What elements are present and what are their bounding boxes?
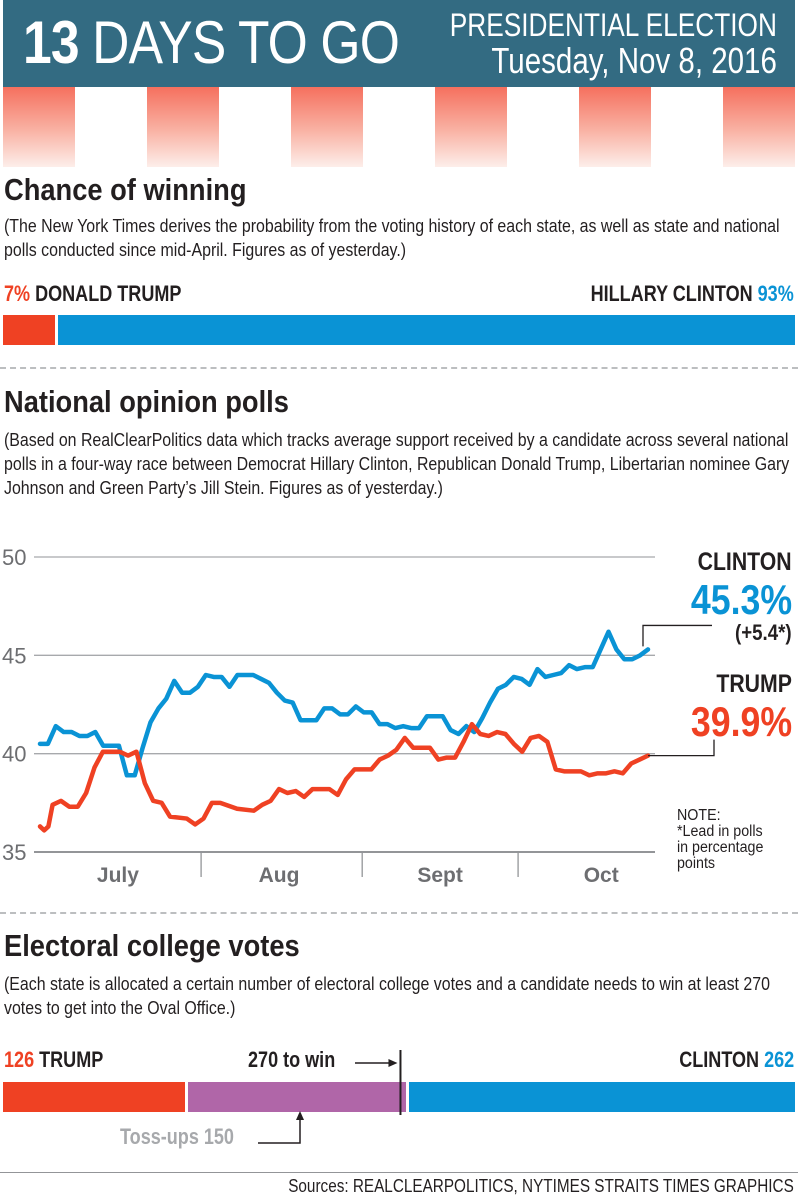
flag-stripes [3,87,795,167]
trump-chance-name: DONALD TRUMP [35,281,182,306]
to-win-label: 270 to win [248,1047,336,1072]
stripe-red [723,87,795,167]
note-line: *Lead in polls [677,823,763,840]
stripe-white [75,87,147,167]
x-month-label: Oct [584,864,619,887]
electoral-title: Electoral college votes [4,928,300,963]
days-text: DAYS TO GO [92,9,400,76]
trump-votes-label: 126 TRUMP [4,1047,103,1073]
clinton-chance-label: HILLARY CLINTON 93% [591,281,794,307]
polls-title: National opinion polls [4,384,289,419]
electoral-description: (Each state is allocated a certain numbe… [4,973,770,1018]
chance-description: (The New York Times derives the probabil… [4,215,780,260]
trump-leader-line [648,739,715,757]
x-month-label: Aug [259,864,300,887]
tossup-label: Toss-ups 150 [120,1124,234,1149]
clinton-votes-bar [409,1082,795,1112]
tossup-arrow-line [258,1118,301,1144]
clinton-end-value: 45.3% [690,576,792,623]
stripe-red [147,87,219,167]
days-to-go: 13 DAYS TO GO [23,8,400,77]
note-line: points [677,855,716,872]
x-month-label: Sept [417,864,463,887]
section-divider [0,367,798,369]
tossup-votes-bar [188,1082,407,1112]
clinton-chance-pct: 93% [757,281,794,306]
clinton-votes: 262 [763,1047,794,1072]
y-tick-label: 45 [2,643,26,668]
stripe-white [219,87,291,167]
stripe-white [507,87,579,167]
tossup-arrowhead [296,1111,304,1120]
sources-credit: Sources: REALCLEARPOLITICS, NYTIMES STRA… [288,1176,794,1196]
countdown-banner: 13 DAYS TO GO PRESIDENTIAL ELECTION Tues… [3,0,795,87]
trump-end-value: 39.9% [690,698,792,745]
clinton-lead: (+5.4*) [735,620,792,645]
clinton-end-label: CLINTON [697,548,792,576]
clinton-votes-label: CLINTON 262 [679,1047,794,1073]
trump-end-label: TRUMP [716,670,792,698]
footer-divider [0,1172,798,1173]
series-line-trump [37,721,651,833]
clinton-leader-line [642,624,712,647]
section-divider [0,912,798,914]
election-date: Tuesday, Nov 8, 2016 [491,40,777,81]
stripe-red [579,87,651,167]
polls-description: (Based on RealClearPolitics data which t… [4,429,790,498]
election-title: PRESIDENTIAL ELECTION [449,7,777,43]
note-line: NOTE: [677,807,721,824]
stripe-red [3,87,75,167]
note-line: in percentage [677,839,764,856]
chance-title: Chance of winning [4,172,247,207]
trump-chance-bar [3,315,56,345]
y-tick-label: 40 [2,742,26,767]
stripe-white [651,87,723,167]
stripe-white [363,87,435,167]
clinton-votes-name: CLINTON [679,1047,759,1072]
poll-line-chart: 35 40 45 50 July Aug Sept Oct [2,545,715,887]
to-win-arrowhead [388,1059,398,1067]
y-tick-label: 50 [2,545,26,570]
days-number: 13 [23,9,80,76]
stripe-red [435,87,507,167]
trump-chance-label: 7% DONALD TRUMP [4,281,181,307]
stripe-red [291,87,363,167]
y-tick-label: 35 [2,840,26,865]
election-date-block: PRESIDENTIAL ELECTION Tuesday, Nov 8, 20… [378,8,777,80]
clinton-chance-bar [58,315,795,345]
trump-votes-bar [3,1082,186,1112]
chart-note: NOTE: *Lead in polls in percentage point… [677,808,763,872]
trump-votes-name: TRUMP [39,1047,104,1072]
clinton-chance-name: HILLARY CLINTON [590,281,753,306]
x-month-label: July [97,864,139,887]
trump-votes: 126 [4,1047,35,1072]
trump-chance-pct: 7% [4,281,31,306]
electoral-annotations [258,1050,402,1144]
